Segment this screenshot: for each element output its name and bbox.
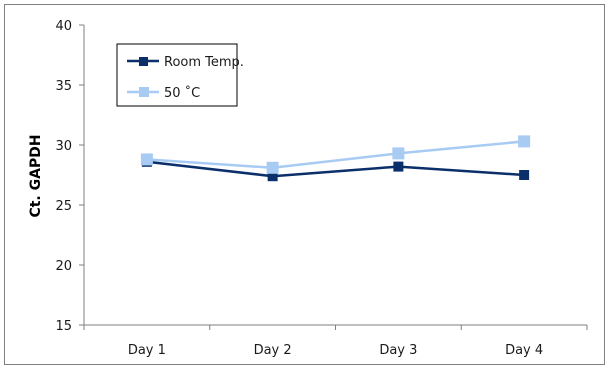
x-axis-ticks: Day 1 Day 2 Day 3 Day 4 bbox=[83, 325, 588, 358]
x-tick-label: Day 2 bbox=[254, 343, 292, 358]
data-point bbox=[518, 135, 531, 148]
y-tick-label: 35 bbox=[55, 79, 72, 94]
y-axis-label: Ct. GAPDH bbox=[28, 134, 44, 217]
series-1 bbox=[140, 135, 531, 174]
data-point bbox=[267, 171, 278, 182]
x-tick-label: Day 4 bbox=[505, 343, 543, 358]
legend: Room Temp. 50 ˚C bbox=[116, 43, 244, 107]
series-line bbox=[146, 140, 525, 170]
y-tick-label: 15 bbox=[55, 319, 72, 334]
x-tick-label: Day 3 bbox=[379, 343, 417, 358]
data-point bbox=[140, 153, 153, 166]
data-point bbox=[392, 147, 405, 160]
y-tick-label: 40 bbox=[55, 19, 72, 34]
data-point bbox=[519, 170, 530, 180]
y-tick-label: 20 bbox=[55, 259, 72, 274]
y-tick-label: 25 bbox=[55, 199, 72, 214]
data-point bbox=[393, 161, 404, 172]
legend-label-50c: 50 ˚C bbox=[164, 85, 200, 101]
x-tick-label: Day 1 bbox=[128, 343, 166, 358]
legend-label-room-temp: Room Temp. bbox=[164, 55, 244, 70]
chart-frame bbox=[4, 4, 605, 365]
y-tick-label: 30 bbox=[55, 139, 72, 154]
series-layer bbox=[140, 135, 531, 182]
legend-marker-room-temp bbox=[139, 57, 148, 66]
y-axis-ticks: 15 20 25 30 35 40 bbox=[55, 19, 84, 334]
data-point bbox=[266, 161, 279, 174]
series-line bbox=[146, 160, 525, 178]
legend-marker-50c bbox=[139, 87, 149, 97]
legend-box bbox=[116, 43, 238, 107]
